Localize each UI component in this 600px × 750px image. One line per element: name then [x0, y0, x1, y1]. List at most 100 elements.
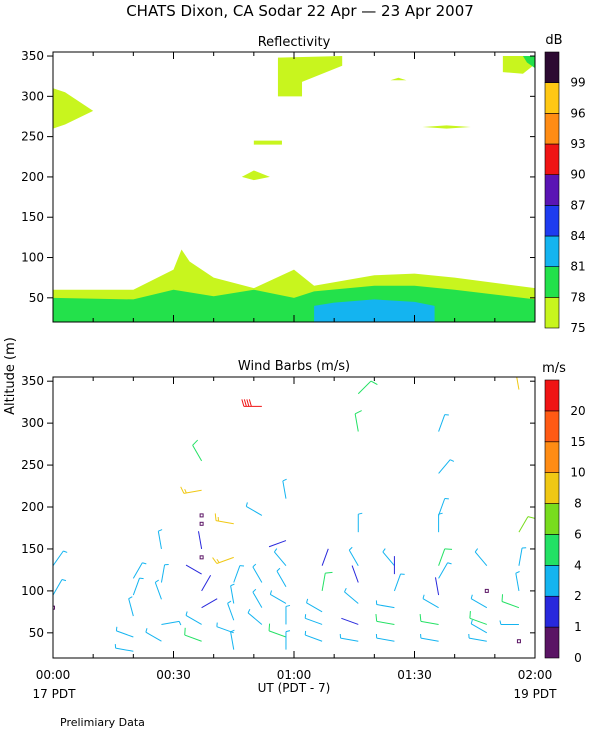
wind-barb-shaft	[321, 548, 329, 566]
wind-barb-shaft	[201, 575, 212, 592]
wind-barb-half-feather	[276, 567, 281, 572]
reflectivity-patch	[390, 77, 407, 81]
wind-barb-half-feather	[516, 373, 520, 375]
wind-barb-shaft	[469, 617, 487, 625]
wind-barb	[321, 571, 333, 591]
wind-barb-shaft	[270, 594, 287, 604]
wind-barb-feather	[516, 369, 523, 372]
reflectivity-patch	[241, 170, 270, 181]
wind-barb	[233, 565, 245, 583]
colorbar-swatch	[544, 503, 560, 535]
colorbar-swatch	[544, 441, 560, 473]
wind-barb-shaft	[438, 498, 446, 516]
wind-barb	[474, 548, 488, 567]
wind-barb-shaft	[306, 602, 323, 613]
wind-barb-shaft	[420, 637, 439, 642]
y-tick-label: 200	[21, 500, 44, 514]
wind-barb	[128, 596, 134, 617]
wind-barb-shaft	[230, 631, 235, 650]
x-tick-label: 01:00	[277, 668, 312, 682]
wind-barb	[438, 512, 443, 533]
wind-barb-shaft	[252, 591, 263, 608]
wind-barbs-title: Wind Barbs (m/s)	[238, 359, 350, 374]
wind-barb-feather	[375, 614, 378, 622]
y-tick-label: 200	[21, 170, 44, 184]
y-tick-label: 50	[29, 626, 44, 640]
wind-barb-half-feather	[184, 488, 187, 494]
wind-barb-shaft	[183, 489, 202, 494]
wind-barb	[268, 540, 287, 548]
y-tick-label: 350	[21, 49, 44, 63]
wind-barb-half-feather	[245, 502, 248, 507]
wind-barb	[227, 600, 235, 621]
wind-barb-shaft	[393, 573, 402, 592]
wind-barb	[185, 564, 202, 575]
wind-barb-shaft	[157, 531, 162, 550]
reflectivity-axes: 50 100 150 200 250 300 350	[21, 49, 536, 322]
wind-barb	[268, 623, 287, 638]
wind-barb-feather	[419, 614, 422, 622]
wind-barb-shaft	[116, 630, 134, 638]
colorbar-swatch	[544, 174, 560, 206]
wind-barb-shaft	[340, 637, 359, 642]
x-axis-label: UT (PDT - 7)	[258, 681, 331, 695]
colorbar-label: 87	[570, 198, 585, 212]
wind-barb	[245, 502, 263, 516]
wind-barb-shaft	[341, 617, 359, 625]
wind-barb-shaft	[53, 648, 54, 650]
wind-barb-shaft	[518, 547, 523, 566]
wind-barb	[160, 563, 169, 583]
wind-barb	[53, 550, 68, 567]
colorbar-label: 20	[570, 404, 585, 418]
wind-barb	[470, 594, 488, 609]
wind-barb	[212, 556, 234, 564]
wind-barb-shaft	[132, 562, 143, 579]
wind-barb	[499, 620, 519, 625]
wind-barb-shaft	[474, 551, 488, 567]
wind-barb	[419, 614, 439, 625]
wind-barb-feather	[246, 399, 250, 407]
wind-barb-shaft	[268, 540, 287, 548]
colorbar-swatch	[544, 297, 560, 329]
wind-barb-half-feather	[252, 563, 257, 568]
wind-barb-half-feather	[285, 604, 291, 607]
figure-title: CHATS Dixon, CA Sodar 22 Apr — 23 Apr 20…	[126, 2, 474, 20]
wind-barb	[53, 648, 54, 650]
wind-barb-half-feather	[273, 548, 278, 553]
wind-barb	[252, 588, 263, 608]
wind-unit-label: m/s	[542, 361, 566, 376]
wind-barb-shaft	[184, 634, 202, 642]
wind-barb	[306, 598, 323, 613]
wind-barb	[132, 562, 147, 579]
wind-barb	[470, 619, 488, 634]
wind-barb-feather	[469, 610, 471, 619]
reflectivity-patch	[522, 56, 535, 69]
wind-barb-half-feather	[178, 621, 182, 626]
colorbar-label: 99	[570, 76, 585, 90]
y-tick-label: 150	[21, 210, 44, 224]
wind-barb-half-feather	[227, 600, 232, 604]
wind-barb-half-feather	[449, 459, 455, 462]
wind-barb	[438, 414, 449, 432]
wind-barb-shaft	[201, 598, 218, 609]
wind-barb-half-feather	[438, 512, 443, 515]
x-tick-label: 02:00	[518, 668, 553, 682]
wind-barb-shaft	[161, 620, 180, 625]
wind-barb-shaft	[438, 548, 446, 566]
wind-barb-feather	[444, 548, 453, 550]
wind-barb-half-feather	[499, 620, 502, 625]
wind-barb	[214, 513, 234, 525]
wind-barb-shaft	[376, 637, 395, 642]
wind-barb-shaft	[354, 413, 359, 432]
wind-barb	[247, 608, 263, 625]
wind-barb-shaft	[422, 598, 439, 609]
wind-barb-shaft	[470, 623, 488, 634]
wind-barb-half-feather	[185, 611, 188, 616]
colorbar-swatch	[544, 266, 560, 298]
wind-barb	[53, 579, 67, 596]
wind-barb-half-feather	[158, 529, 163, 532]
x-tick-label: 01:30	[397, 668, 432, 682]
wind-barb	[145, 628, 162, 642]
wind-barb-shaft	[438, 562, 449, 579]
wind-barb-shaft	[516, 377, 520, 390]
